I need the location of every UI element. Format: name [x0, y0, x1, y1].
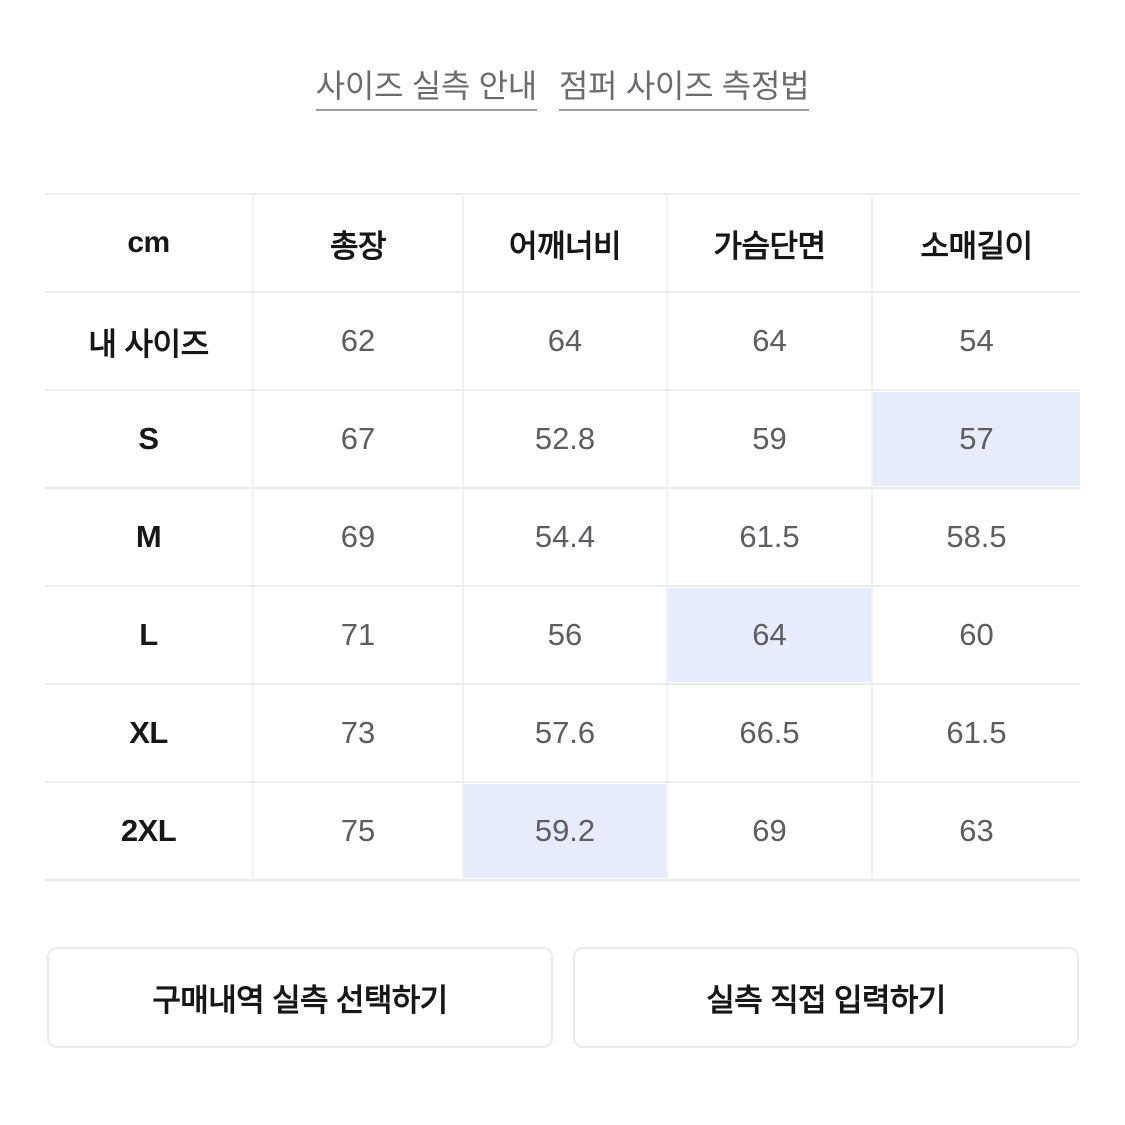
table-row: L 71 56 64 60: [45, 585, 1080, 685]
cell-value: 64: [752, 323, 787, 358]
column-header-shoulder-width: 어깨너비: [463, 193, 668, 293]
table-cell: 52.8: [463, 389, 668, 489]
cell-value: 61.5: [739, 519, 800, 554]
table-row: XL 73 57.6 66.5 61.5: [45, 683, 1080, 783]
table-cell: 63: [872, 781, 1080, 881]
cell-value: 58.5: [946, 519, 1007, 554]
table-cell-highlighted: 59.2: [463, 781, 668, 881]
table-body: 내 사이즈 62 64 64 54 S 67 52.8 59 57 M 69 5…: [45, 291, 1080, 881]
cell-value: 71: [340, 617, 376, 652]
cell-value: 66.5: [739, 715, 800, 750]
cell-value: 69: [752, 813, 787, 848]
cell-value: 60: [959, 617, 994, 652]
cell-value: 64: [547, 323, 583, 358]
cell-value: 54.4: [534, 519, 596, 554]
table-cell: 54.4: [463, 487, 668, 587]
cell-value: 59: [752, 421, 787, 456]
row-label-l: L: [45, 585, 254, 685]
table-row: 2XL 75 59.2 69 63: [45, 781, 1080, 881]
cell-value: 57.6: [534, 715, 596, 750]
table-cell: 56: [463, 585, 668, 685]
table-row: 내 사이즈 62 64 64 54: [45, 291, 1080, 391]
column-header-chest-section: 가슴단면: [667, 193, 873, 293]
cell-value: 63: [959, 813, 994, 848]
cell-value: 69: [340, 519, 376, 554]
table-cell: 60: [872, 585, 1080, 685]
table-cell: 66.5: [667, 683, 873, 783]
table-cell: 73: [253, 683, 464, 783]
row-label-s: S: [45, 389, 254, 489]
column-header-sleeve-length: 소매길이: [872, 193, 1080, 293]
row-label-my-size: 내 사이즈: [45, 291, 254, 391]
cell-value: 57: [959, 421, 994, 456]
action-button-row: 구매내역 실측 선택하기 실측 직접 입력하기: [47, 947, 1079, 1048]
cell-value: 73: [340, 715, 376, 750]
cell-value: 61.5: [946, 715, 1007, 750]
cell-value: 67: [340, 421, 376, 456]
table-cell: 64: [463, 291, 668, 391]
table-cell: 61.5: [872, 683, 1080, 783]
table-row: S 67 52.8 59 57: [45, 389, 1080, 489]
cell-value: 64: [752, 617, 787, 652]
table-cell: 64: [667, 291, 873, 391]
cell-value: 62: [340, 323, 376, 358]
cell-value: 54: [959, 323, 994, 358]
guide-links: 사이즈 실측 안내 점퍼 사이즈 측정법: [0, 66, 1125, 111]
row-label-2xl: 2XL: [45, 781, 254, 881]
table-header: cm 총장 어깨너비 가슴단면 소매길이: [45, 193, 1080, 293]
table-cell: 71: [253, 585, 464, 685]
table-cell: 54: [872, 291, 1080, 391]
table-cell: 62: [253, 291, 464, 391]
table-cell: 75: [253, 781, 464, 881]
size-measurement-table: cm 총장 어깨너비 가슴단면 소매길이 내 사이즈 62 64 64 54 S…: [45, 193, 1080, 881]
enter-measurement-manually-button[interactable]: 실측 직접 입력하기: [573, 947, 1079, 1048]
cell-value: 52.8: [534, 421, 596, 456]
table-cell: 61.5: [667, 487, 873, 587]
table-cell: 69: [667, 781, 873, 881]
cell-value: 75: [340, 813, 376, 848]
table-cell: 69: [253, 487, 464, 587]
cell-value: 59.2: [534, 813, 596, 848]
table-cell: 59: [667, 389, 873, 489]
cell-value: 56: [547, 617, 583, 652]
jumper-measure-link[interactable]: 점퍼 사이즈 측정법: [558, 66, 810, 111]
table-cell: 58.5: [872, 487, 1080, 587]
table-cell: 57.6: [463, 683, 668, 783]
column-header-unit: cm: [45, 193, 254, 293]
select-purchase-measurement-button[interactable]: 구매내역 실측 선택하기: [47, 947, 553, 1048]
column-header-total-length: 총장: [253, 193, 464, 293]
row-label-xl: XL: [45, 683, 254, 783]
row-label-m: M: [45, 487, 254, 587]
table-cell: 67: [253, 389, 464, 489]
table-header-row: cm 총장 어깨너비 가슴단면 소매길이: [45, 193, 1080, 293]
table-cell-highlighted: 57: [872, 389, 1080, 489]
size-guide-link[interactable]: 사이즈 실측 안내: [315, 66, 537, 111]
table-cell-highlighted: 64: [667, 585, 873, 685]
table-row: M 69 54.4 61.5 58.5: [45, 487, 1080, 587]
